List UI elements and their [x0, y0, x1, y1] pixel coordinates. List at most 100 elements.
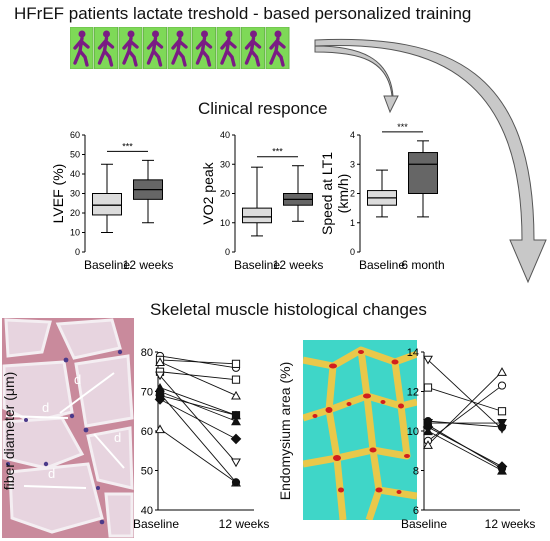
histology-title: Skeletal muscle histological changes: [150, 300, 427, 319]
data-point: [423, 355, 433, 365]
pair-line: [427, 420, 503, 428]
category-label: 12 weeks: [123, 258, 174, 272]
y-tick-label: 10: [70, 228, 80, 238]
y-tick-label: 0: [75, 247, 80, 257]
data-point: [231, 478, 241, 487]
clinical-response-title: Clinical responce: [198, 99, 328, 118]
data-point: [230, 433, 242, 445]
pair-line: [427, 385, 503, 442]
data-point: [497, 407, 507, 416]
data-pairs: [422, 355, 508, 475]
pair-line: [427, 359, 503, 430]
walker-icon: [167, 27, 192, 69]
diameter-label: d: [114, 430, 121, 445]
pair-line: [159, 428, 237, 483]
data-point: [497, 367, 507, 376]
arrow-to-clinical: [314, 45, 399, 114]
category-label: Baseline: [234, 258, 280, 272]
pair-line: [159, 387, 237, 416]
y-axis-label: fiber diameter (μm): [1, 372, 17, 491]
y-tick-label: 40: [141, 505, 153, 517]
pair-line: [159, 371, 237, 381]
y-tick-label: 2: [350, 189, 355, 199]
y-tick-label: 0: [350, 247, 355, 257]
diameter-label: d: [42, 400, 49, 415]
y-tick-label: 40: [70, 169, 80, 179]
data-point: [423, 383, 433, 392]
data-point: [231, 390, 241, 400]
data-point: [423, 440, 433, 449]
data-pairs: [154, 351, 242, 487]
walker-icon: [94, 27, 118, 69]
pair-line: [427, 387, 503, 412]
endomysium-map: [303, 340, 417, 520]
walker-icon: [216, 27, 241, 69]
pair-line: [159, 375, 237, 463]
endomysium-chart: 6 8 10 12 14 Endomysium area (%) Baseline 12 we…: [277, 347, 536, 531]
data-point: [155, 357, 165, 366]
category-label: 12 weeks: [219, 517, 270, 531]
data-point: [231, 416, 241, 426]
y-tick-label: 10: [407, 426, 419, 438]
y-tick-label: 14: [407, 347, 419, 359]
walker-icon: [118, 27, 143, 69]
significance-label: ***: [397, 122, 408, 132]
y-axis-label: LVEF (%): [50, 164, 66, 224]
category-label: Baseline: [359, 258, 405, 272]
y-tick-label: 20: [220, 189, 230, 199]
walking-figures: [70, 27, 290, 69]
y-axis-label: Speed at LT1: [320, 152, 335, 235]
category-label: Baseline: [84, 258, 130, 272]
y-tick-label: 80: [141, 347, 153, 359]
pair-line: [427, 430, 503, 471]
y-tick-label: 50: [70, 150, 80, 160]
y-tick-label: 60: [70, 130, 80, 140]
flow-arrows: [314, 38, 547, 284]
data-point: [231, 411, 241, 420]
data-point: [497, 381, 507, 390]
y-tick-label: 10: [220, 218, 230, 228]
data-point: [155, 389, 165, 398]
data-point: [231, 375, 241, 384]
data-point: [231, 359, 241, 368]
y-tick-label: 30: [220, 159, 230, 169]
y-tick-label: 1: [350, 218, 355, 228]
data-point: [231, 458, 241, 468]
pair-line: [427, 371, 503, 446]
y-axis-label: (km/h): [335, 174, 351, 214]
significance-label: ***: [122, 141, 133, 151]
y-tick-label: 8: [413, 466, 419, 478]
figure-title: HFrEF patients lactate treshold - based …: [14, 4, 472, 23]
pair-line: [159, 361, 237, 396]
walker-icon: [143, 27, 167, 69]
diameter-label: d: [48, 466, 55, 481]
significance-label: ***: [272, 147, 283, 157]
y-axis-label: Endomysium area (%): [277, 362, 293, 501]
pair-line: [159, 391, 237, 422]
pair-line: [159, 395, 237, 416]
data-point: [423, 419, 433, 428]
category-label: 12 weeks: [485, 517, 536, 531]
y-axis-label: VO2 peak: [200, 161, 216, 224]
data-point: [423, 426, 433, 436]
walker-icon: [241, 27, 265, 69]
arrow-to-histology: [314, 38, 547, 284]
histology-micrograph: d d d d: [2, 318, 134, 538]
y-tick-label: 40: [220, 130, 230, 140]
fiber-diameter-chart: 40 50 60 70 80 fiber diameter (μm) Baseline 12 …: [1, 347, 270, 531]
category-label: Baseline: [401, 517, 447, 531]
y-tick-label: 50: [141, 466, 153, 478]
pair-line: [427, 426, 503, 467]
category-label: 12 weeks: [273, 258, 324, 272]
data-point: [497, 419, 507, 428]
box: [408, 152, 438, 194]
data-point: [155, 371, 165, 381]
category-label: Baseline: [133, 517, 179, 531]
y-tick-label: 70: [141, 387, 153, 399]
data-point: [497, 465, 507, 475]
pair-line: [159, 359, 237, 365]
walker-icon: [265, 27, 290, 69]
